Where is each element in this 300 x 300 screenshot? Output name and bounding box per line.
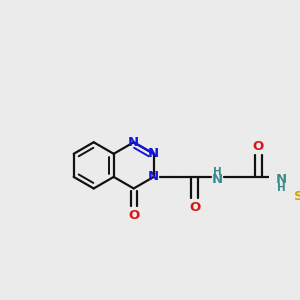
Text: N: N bbox=[148, 147, 159, 160]
Text: N: N bbox=[212, 173, 223, 186]
Text: O: O bbox=[189, 201, 200, 214]
Text: O: O bbox=[128, 209, 139, 222]
Text: N: N bbox=[148, 170, 159, 183]
Text: H: H bbox=[277, 183, 286, 193]
Text: O: O bbox=[253, 140, 264, 153]
Text: N: N bbox=[128, 136, 139, 149]
Text: N: N bbox=[276, 173, 287, 186]
Text: S: S bbox=[294, 190, 300, 203]
Text: H: H bbox=[213, 167, 222, 176]
